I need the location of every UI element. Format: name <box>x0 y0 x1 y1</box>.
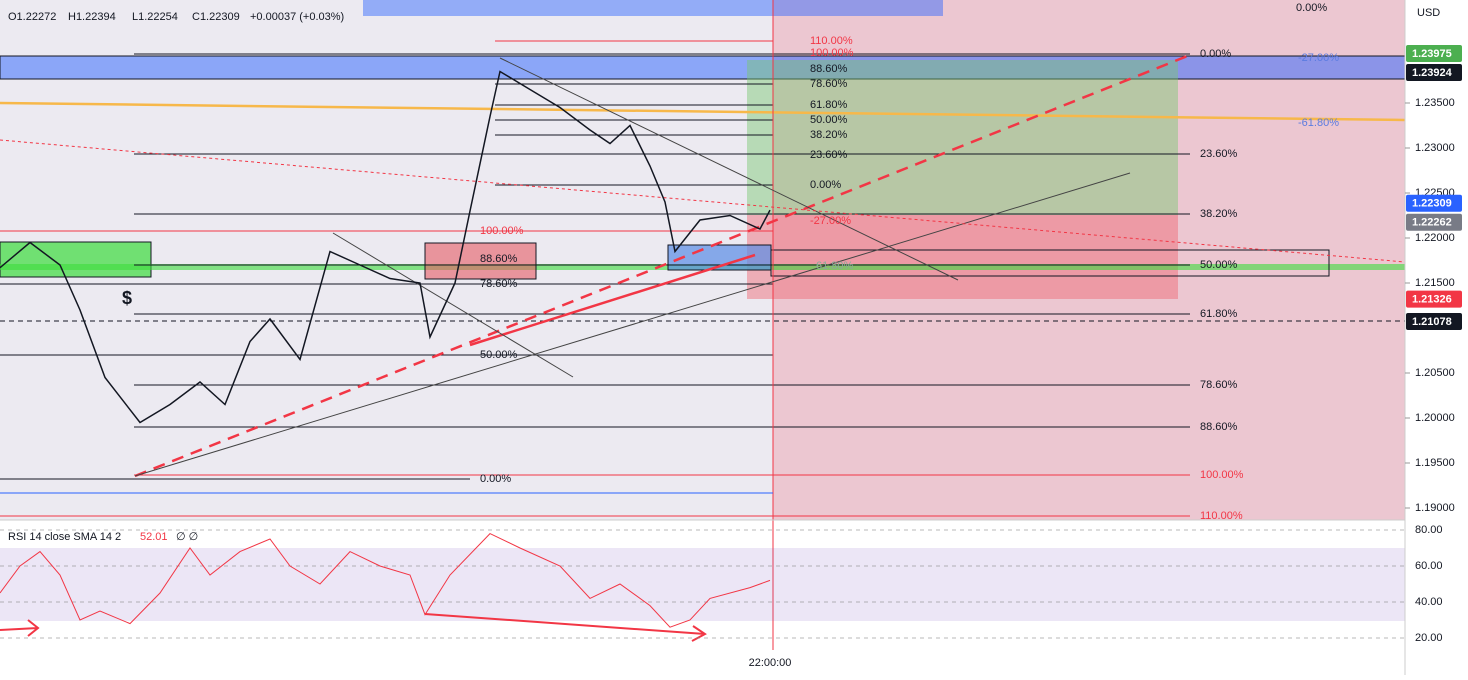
fib-label: -61.80% <box>1298 117 1339 129</box>
fib-label: 88.60% <box>810 63 848 75</box>
rsi-value: 52.01 <box>140 531 168 543</box>
price-badge <box>1406 45 1462 63</box>
time-label: 22:00:00 <box>749 657 792 669</box>
price-badge <box>1406 64 1462 82</box>
fib-label: 50.00% <box>810 114 848 126</box>
zone-green <box>0 241 152 278</box>
fib-red-lines <box>0 0 1190 650</box>
ohlc: +0.00037 (+0.03%) <box>250 11 344 23</box>
zone-outline <box>770 249 1330 277</box>
fib-label: 61.80% <box>1200 308 1238 320</box>
fib-label: 61.80% <box>816 260 854 272</box>
rsi-extra: ∅ ∅ <box>176 531 198 543</box>
rsi-line <box>0 532 771 628</box>
fib-label: 23.60% <box>810 149 848 161</box>
stop-box <box>747 215 1178 299</box>
fib-label: 88.60% <box>1200 421 1238 433</box>
ohlc: L1.22254 <box>132 11 178 23</box>
y-tick-label: 1.21500 <box>1415 277 1455 289</box>
ohlc: H1.22394 <box>68 11 116 23</box>
y-tick-label: 1.23000 <box>1415 142 1455 154</box>
rsi-title: RSI 14 close SMA 14 2 <box>8 531 121 543</box>
orange-line <box>0 101 1406 122</box>
price-badge-label: 1.23924 <box>1412 67 1453 79</box>
y-tick-label: 1.22000 <box>1415 232 1455 244</box>
currency: USD <box>1417 7 1440 19</box>
fib-label: 38.20% <box>1200 208 1238 220</box>
fib-label: 100.00% <box>810 47 854 59</box>
zone-blue <box>0 55 1406 80</box>
ohlc: C1.22309 <box>192 11 240 23</box>
price-badge <box>1406 312 1462 330</box>
fib-label: -27.00% <box>810 215 851 227</box>
fib-label: 23.60% <box>1200 148 1238 160</box>
fib-label: -27.00% <box>1298 52 1339 64</box>
fib-label: 78.60% <box>810 78 848 90</box>
fib-label: 0.00% <box>1200 48 1231 60</box>
y-tick-label: 1.20000 <box>1415 412 1455 424</box>
dotted-trend <box>0 139 1406 263</box>
price-badge-label: 1.21326 <box>1412 294 1452 306</box>
price-line <box>0 70 771 424</box>
fib-label: 38.20% <box>810 129 848 141</box>
ohlc: O1.22272 <box>8 11 56 23</box>
fib-label: 88.60% <box>480 253 518 265</box>
future-zone <box>773 0 1405 520</box>
dollar-icon: $ <box>122 288 132 308</box>
y-tick-label: 1.19000 <box>1415 502 1455 514</box>
price-badge-label: 1.21078 <box>1412 316 1452 328</box>
fib-lines <box>0 53 1190 480</box>
trend-line <box>499 57 959 281</box>
red-trend <box>134 53 1191 478</box>
fib-label: 0.00% <box>480 473 511 485</box>
red-arrow <box>469 253 756 347</box>
y-tick-label: 1.23500 <box>1415 97 1455 109</box>
fib-label: 0.00% <box>1296 2 1327 14</box>
rsi-tick-label: 20.00 <box>1415 632 1443 644</box>
fib-label: 0.00% <box>810 179 841 191</box>
fib-label: 100.00% <box>480 225 524 237</box>
fib-label: 61.80% <box>810 99 848 111</box>
trend-line <box>332 232 574 378</box>
zone-top <box>363 0 943 16</box>
price-badge-label: 1.22309 <box>1412 198 1452 210</box>
zone-red <box>424 242 537 280</box>
rsi-tick-label: 80.00 <box>1415 524 1443 536</box>
fib-label: 50.00% <box>1200 259 1238 271</box>
price-badge <box>1406 290 1462 308</box>
rsi-tick-label: 60.00 <box>1415 560 1443 572</box>
y-tick-label: 1.20500 <box>1415 367 1455 379</box>
rsi-tick-label: 40.00 <box>1415 596 1443 608</box>
rsi-arrows <box>0 613 707 642</box>
price-badge <box>1406 194 1462 212</box>
target-box <box>747 60 1178 215</box>
rsi-band <box>0 548 1405 621</box>
y-tick-label: 1.19500 <box>1415 457 1455 469</box>
fib-label: 78.60% <box>1200 379 1238 391</box>
fib-label: 100.00% <box>1200 469 1244 481</box>
price-badge-label: 1.22262 <box>1412 217 1452 229</box>
price-badge-label: 1.23975 <box>1412 48 1452 60</box>
fib-label: 50.00% <box>480 349 518 361</box>
price-badge <box>1406 213 1462 231</box>
fib-label: 110.00% <box>1200 510 1243 522</box>
fib-label: 78.60% <box>480 278 518 290</box>
fib-label: 110.00% <box>810 35 853 47</box>
